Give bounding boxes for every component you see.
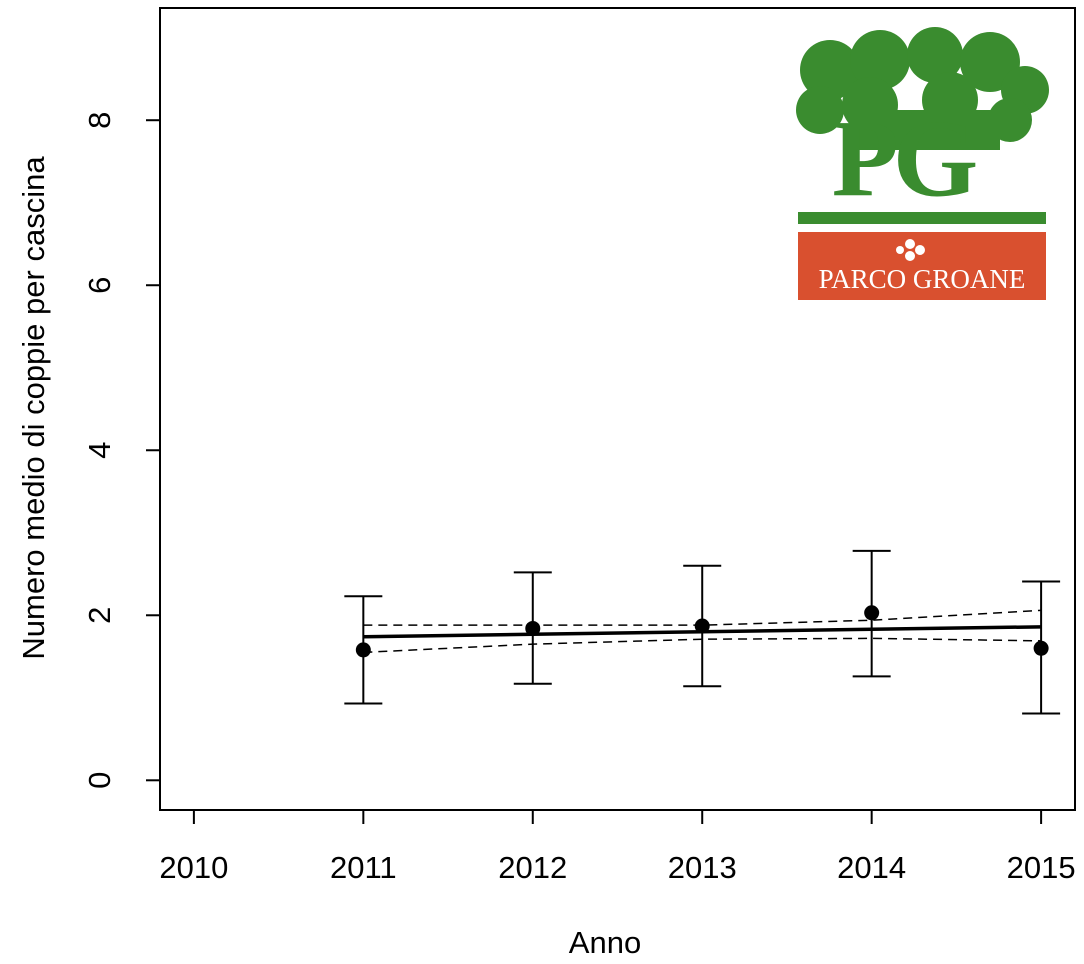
mean-point bbox=[864, 605, 880, 621]
x-tick-label: 2014 bbox=[837, 850, 906, 885]
mean-point bbox=[1033, 640, 1049, 656]
y-axis-label: Numero medio di coppie per cascina bbox=[16, 156, 51, 660]
mean-point bbox=[355, 642, 371, 658]
logo-letters: PG bbox=[832, 97, 976, 219]
x-tick-label: 2011 bbox=[330, 850, 397, 885]
logo-name: PARCO GROANE bbox=[819, 264, 1026, 294]
x-tick-label: 2010 bbox=[159, 850, 228, 885]
y-tick-label: 0 bbox=[82, 772, 117, 789]
y-tick-label: 8 bbox=[82, 112, 117, 129]
x-tick-label: 2013 bbox=[668, 850, 737, 885]
trend-lower-band bbox=[363, 637, 1042, 654]
x-tick-label: 2012 bbox=[498, 850, 567, 885]
x-axis-label: Anno bbox=[569, 925, 641, 960]
plot-frame bbox=[159, 7, 1076, 811]
y-tick-label: 2 bbox=[82, 607, 117, 624]
y-tick-label: 4 bbox=[82, 442, 117, 459]
mean-point bbox=[694, 618, 710, 634]
y-tick-label: 6 bbox=[82, 277, 117, 294]
x-tick-label: 2015 bbox=[1007, 850, 1076, 885]
mean-point bbox=[525, 620, 541, 636]
logo: PG PARCO GROANE bbox=[796, 27, 1049, 300]
